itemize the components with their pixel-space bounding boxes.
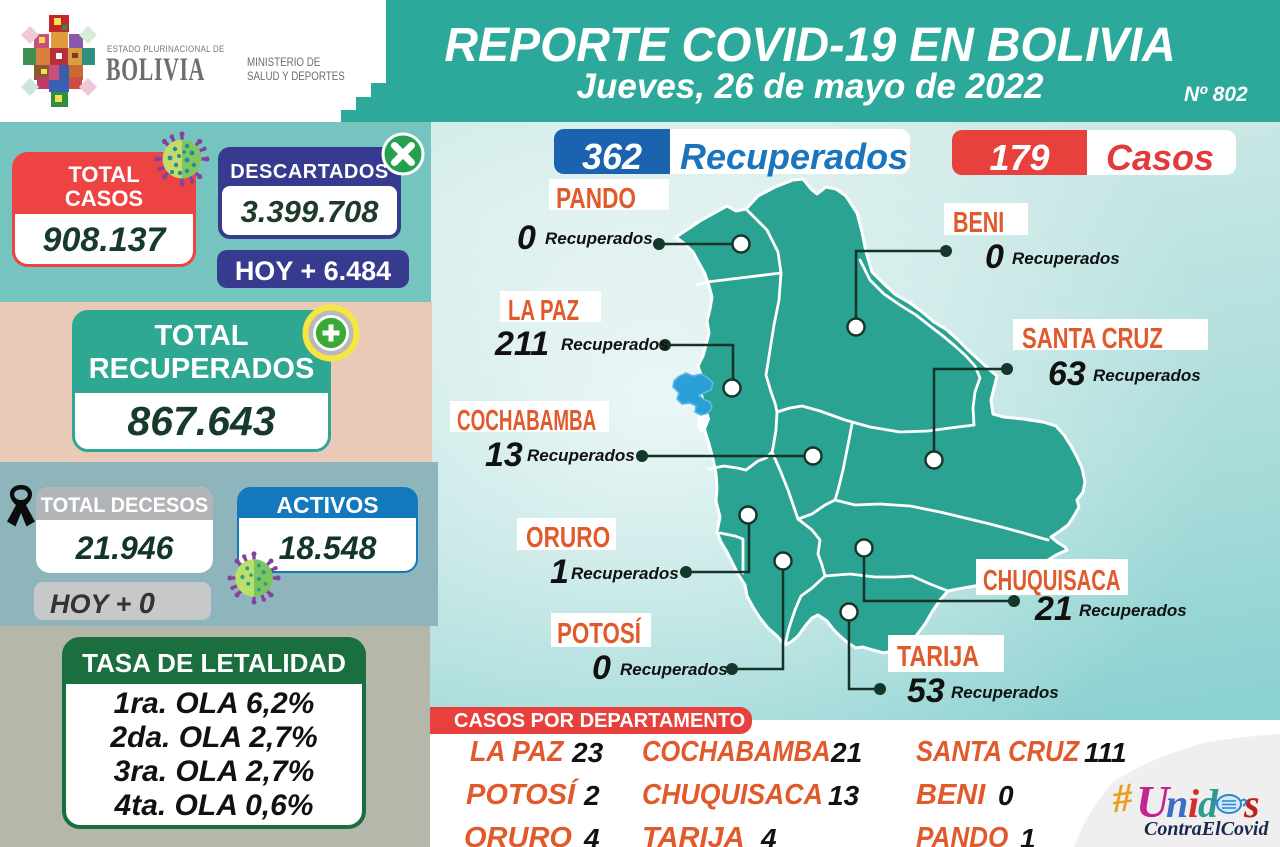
svg-text:#: # <box>1110 774 1136 822</box>
svg-text:s: s <box>1243 781 1260 826</box>
svg-text:d: d <box>1198 781 1219 826</box>
svg-text:U: U <box>1136 776 1172 827</box>
svg-text:n: n <box>1166 781 1188 826</box>
svg-text:ContraElCovid: ContraElCovid <box>1144 818 1269 840</box>
svg-text:i: i <box>1188 781 1199 826</box>
